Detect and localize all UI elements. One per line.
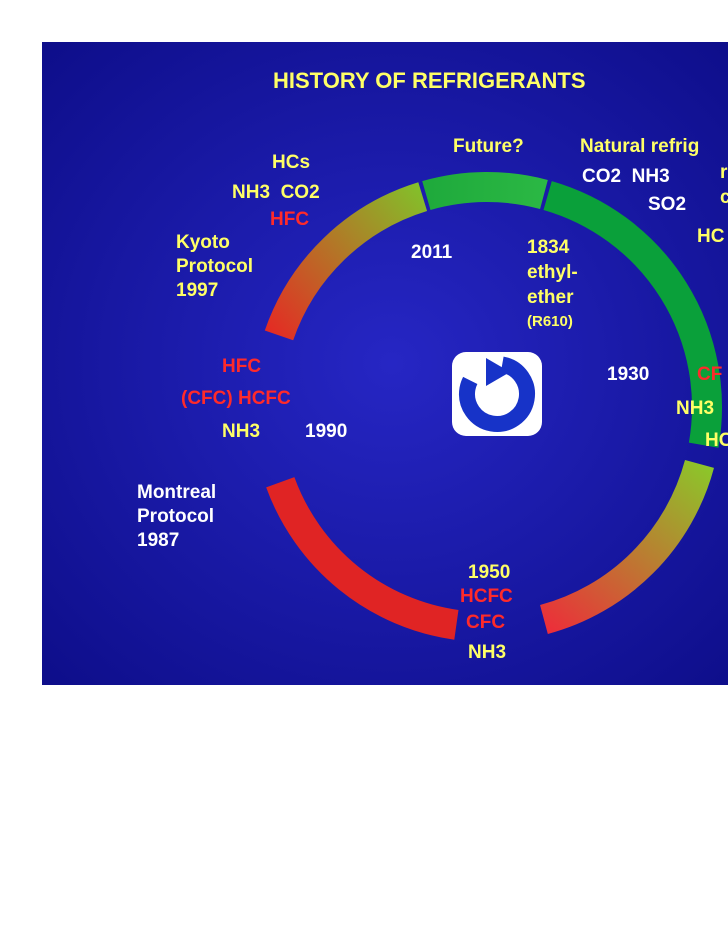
ring-segment [422,172,548,211]
label: HCFC [460,586,513,607]
label: CF [697,364,722,385]
label: Kyoto [176,232,230,253]
cycle-icon [452,352,542,436]
label: ether [527,287,574,308]
label: HCs [272,152,310,173]
label: c [720,187,728,208]
label: 1987 [137,530,179,551]
label: NH3 [676,398,714,419]
label: ethyl- [527,262,578,283]
label: Montreal [137,482,216,503]
labels: Future? Natural refrig CO2 NH3 r c SO2 H… [137,136,728,663]
label: r [720,162,728,183]
ring-segment [264,182,428,341]
label: 1930 [607,364,649,385]
label: CFC [466,612,505,633]
label: HFC [270,209,309,230]
ring-segment [543,181,722,448]
label: Protocol [176,256,253,277]
label: SO2 [648,194,686,215]
label: 2011 [411,242,453,263]
label: Natural refrig [580,136,699,157]
label: Protocol [137,506,214,527]
label: NH3 CO2 [232,182,320,203]
label: 1990 [305,421,347,442]
label: 1834 [527,237,570,258]
label: NH3 [222,421,260,442]
label: HFC [222,356,261,377]
label: 1950 [468,562,510,583]
label: NH3 [468,642,506,663]
label: HC [697,226,725,247]
cycle-ring [264,172,722,640]
slide-title: HISTORY OF REFRIGERANTS [273,68,586,93]
label: (CFC) HCFC [181,388,291,409]
label: 1997 [176,280,218,301]
label: CO2 NH3 [582,166,670,187]
ring-segment [539,459,714,634]
ring-segment [266,476,459,640]
label: (R610) [527,313,573,330]
label: HC [705,430,728,451]
label: Future? [453,136,524,157]
